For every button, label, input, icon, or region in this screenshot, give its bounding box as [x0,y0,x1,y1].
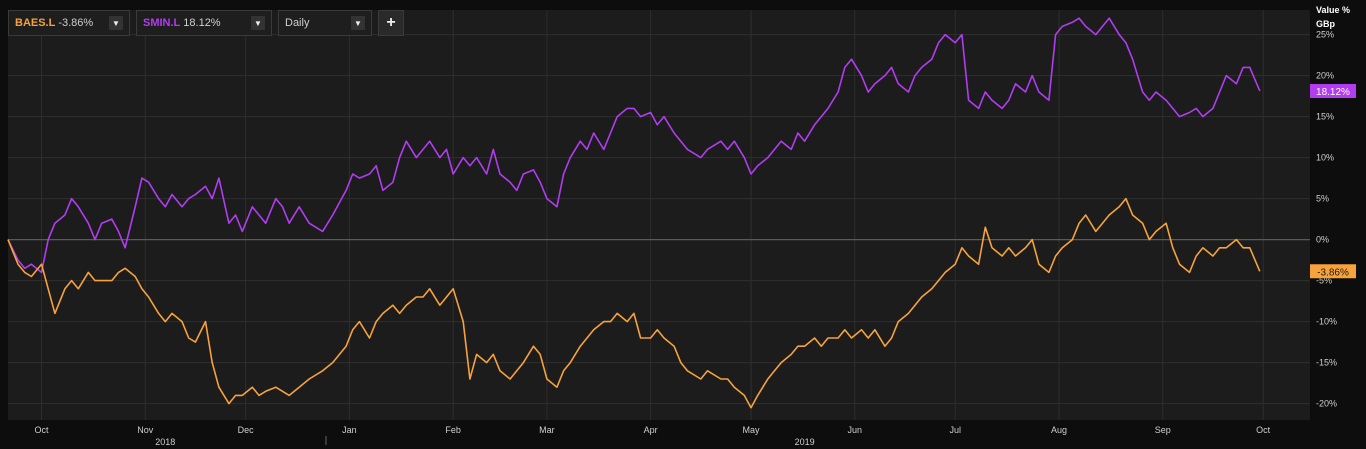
x-tick-label: Mar [539,425,555,435]
y-tick-label: -15% [1316,358,1337,368]
chart-toolbar: BAES.L -3.86% ▼ SMIN.L 18.12% ▼ Daily ▼ … [8,10,404,38]
x-tick-label: Jan [342,425,357,435]
series-layer [7,17,1261,409]
last-value-badge [1310,84,1356,99]
y-tick-label: 25% [1316,30,1334,40]
x-year-label: 2018 [155,437,175,447]
y-axis: 25% 20% 15% 10% 5% 0% -5% -10% -15% -20% [1316,30,1337,409]
x-tick-label: May [743,425,761,435]
x-tick-label: Oct [1256,425,1271,435]
y-tick-label: 0% [1316,235,1329,245]
x-tick-label: Apr [644,425,658,435]
x-tick-label: Nov [137,425,154,435]
dropdown-arrow-icon[interactable]: ▼ [351,16,365,30]
x-year-label: 2019 [795,437,815,447]
add-series-button[interactable]: + [378,10,404,36]
x-tick-label: Jul [949,425,961,435]
last-value-badge [1310,264,1356,279]
x-tick-label: Oct [34,425,49,435]
series-line-baes [7,197,1261,409]
y-tick-label: 5% [1316,194,1329,204]
y-tick-label: 15% [1316,112,1334,122]
x-tick-label: Aug [1051,425,1067,435]
y-tick-label: 20% [1316,71,1334,81]
grid-lines [8,10,1310,420]
series-chip-smin[interactable]: SMIN.L 18.12% ▼ [136,10,272,36]
last-value-label: 18.12% [1316,87,1350,98]
dropdown-arrow-icon[interactable]: ▼ [251,16,265,30]
y-tick-label: 10% [1316,153,1334,163]
dropdown-arrow-icon[interactable]: ▼ [109,16,123,30]
series-chip-baes[interactable]: BAES.L -3.86% ▼ [8,10,130,36]
y-unit-label-currency: GBp [1316,19,1336,29]
y-tick-label: -20% [1316,399,1337,409]
x-tick-label: Feb [445,425,461,435]
series-line-smin [7,17,1261,274]
y-tick-label: -10% [1316,317,1337,327]
period-select-value: Daily [285,17,310,29]
y-tick-label: -5% [1316,276,1332,286]
x-tick-label: Sep [1155,425,1171,435]
period-select[interactable]: Daily ▼ [278,10,372,36]
series-chip-symbol: BAES.L [15,17,56,29]
last-value-label: -3.86% [1317,267,1349,278]
x-tick-label: Jun [848,425,863,435]
plot-background [8,10,1310,420]
series-chip-value: -3.86% [58,17,94,29]
x-tick-label: Dec [238,425,255,435]
last-value-labels: 18.12% -3.86% [1310,84,1356,279]
series-chip-value: 18.12% [183,17,221,29]
x-axis: Oct Nov Dec Jan Feb Mar Apr May Jun Jul Aug Sep Oct 2… [34,425,1270,447]
series-chip-symbol: SMIN.L [143,17,181,29]
y-unit-label-value: Value % [1316,5,1350,15]
